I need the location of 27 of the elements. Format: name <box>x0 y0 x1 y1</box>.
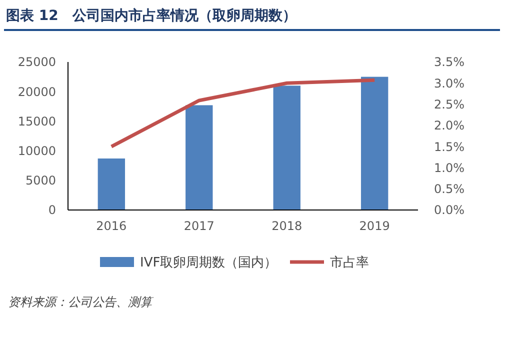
x-tick-label: 2016 <box>96 219 127 233</box>
y2-tick-label: 3.0% <box>434 76 464 90</box>
text: 资料来源：公司公告、测算 <box>8 295 154 309</box>
bar <box>360 76 388 210</box>
x-tick-label: 2017 <box>184 219 214 233</box>
y-tick-label: 5000 <box>25 174 56 188</box>
y2-tick-label: 2.0% <box>434 118 464 133</box>
line-series <box>110 78 376 148</box>
y2-tick-label: 1.0% <box>434 160 464 175</box>
y-tick-label: 20000 <box>18 84 56 99</box>
x-tick-label: 2018 <box>272 219 302 233</box>
bar <box>98 158 126 210</box>
y2-tick-label: 0.5% <box>434 182 464 196</box>
legend-label: IVF取卵周期数（国内） <box>140 256 278 271</box>
bar <box>273 86 300 210</box>
y2-tick-label: 3.5% <box>434 55 464 70</box>
y-tick-label: 25000 <box>18 55 56 70</box>
y-tick-label: 15000 <box>18 114 56 128</box>
x-tick-label: 2019 <box>359 219 390 233</box>
y-tick-label: 0 <box>48 203 56 218</box>
y2-tick-label: 0.0% <box>434 203 464 218</box>
y-tick-label: 10000 <box>18 144 56 158</box>
y2-tick-label: 2.5% <box>434 97 464 112</box>
chart-title: 图表 12 公司国内市占率情况（取卵周期数） <box>6 7 296 24</box>
legend-label: 市占率 <box>330 254 369 271</box>
y2-tick-label: 1.5% <box>434 140 464 154</box>
bar <box>186 105 213 210</box>
